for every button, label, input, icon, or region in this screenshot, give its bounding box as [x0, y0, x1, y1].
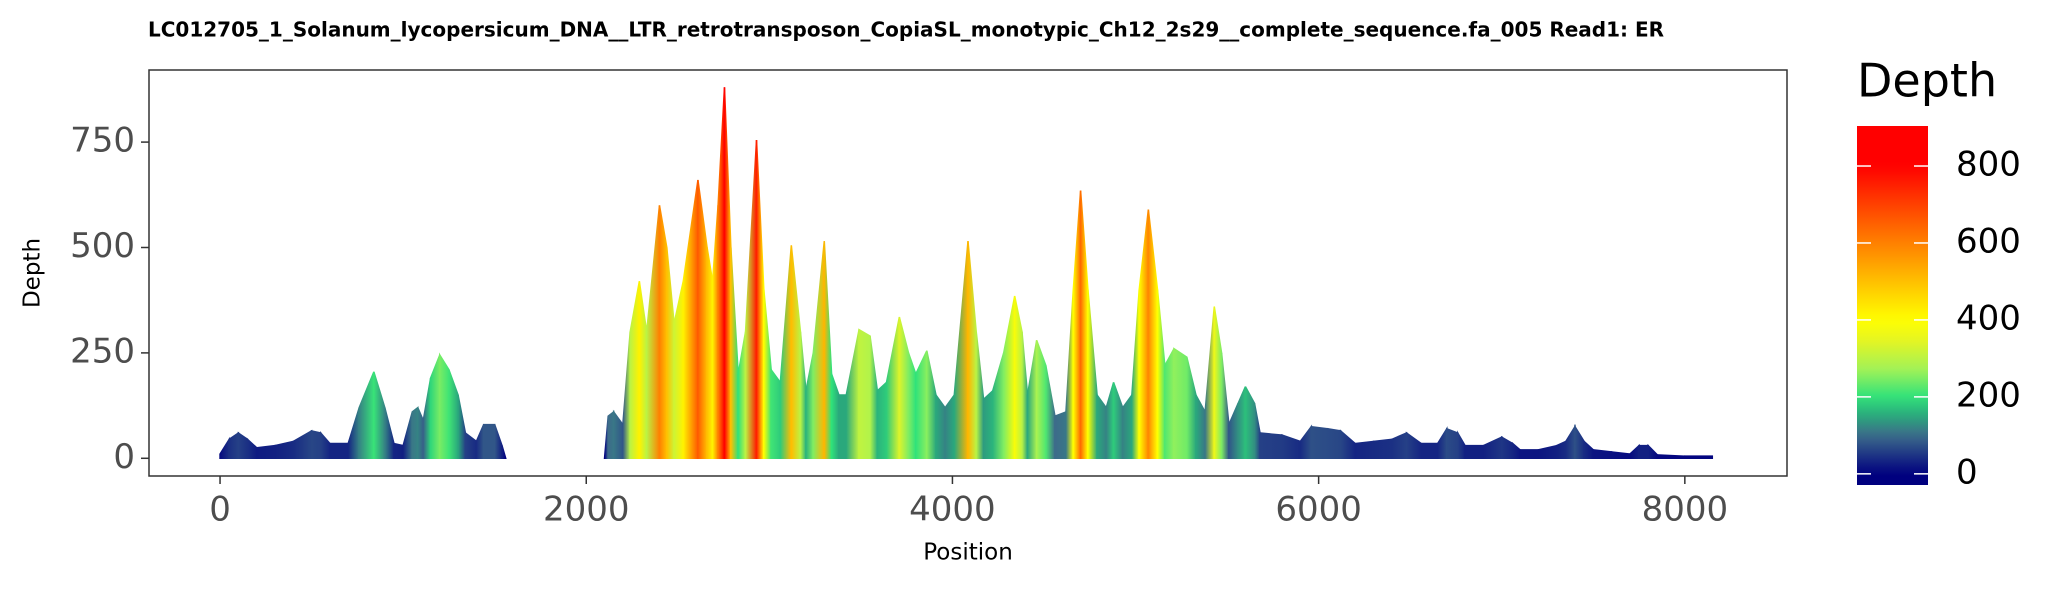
y-tick-label: 750 [70, 121, 135, 161]
chart-title: LC012705_1_Solanum_lycopersicum_DNA__LTR… [148, 18, 1664, 42]
y-tick-label: 500 [70, 226, 135, 266]
area-slice [838, 394, 847, 460]
area-slice [1446, 427, 1459, 460]
area-slice [1464, 444, 1485, 460]
legend-label: 600 [1956, 221, 2021, 261]
area-slice [858, 328, 871, 460]
area-slice [1164, 348, 1175, 460]
legend-label: 200 [1956, 375, 2021, 415]
area-slice [1656, 454, 1686, 460]
area-slice [1310, 425, 1329, 460]
legend-title: Depth [1857, 54, 1997, 108]
area-slice [1519, 449, 1540, 460]
area-slice [944, 392, 956, 460]
area-slice [1054, 410, 1067, 460]
area-slice [982, 389, 994, 460]
area-slice [482, 423, 496, 460]
x-tick-label: 6000 [1275, 490, 1362, 530]
area-slice [329, 442, 349, 460]
area-slice [935, 392, 946, 460]
area-slice [501, 445, 507, 460]
area-slice [1354, 440, 1375, 460]
area-slice [1420, 442, 1439, 460]
area-slice [439, 352, 450, 460]
area-slice [255, 444, 276, 460]
area-slice [658, 205, 668, 460]
area-slice [1096, 392, 1107, 460]
y-tick-label: 0 [113, 437, 135, 477]
panel-border [148, 69, 1788, 477]
y-tick-label: 250 [70, 331, 135, 371]
y-axis-label: Depth [20, 238, 46, 308]
area-slice [1684, 455, 1714, 460]
x-tick-label: 0 [209, 490, 231, 530]
area-slice [411, 406, 419, 460]
legend-label: 800 [1956, 145, 2021, 185]
area-slice [1592, 449, 1613, 460]
x-tick-label: 8000 [1642, 490, 1729, 530]
area-slice [1173, 347, 1188, 460]
area-slice [706, 247, 714, 460]
area-slice [607, 410, 615, 460]
area-slice [907, 352, 917, 460]
area-slice [1372, 438, 1393, 460]
area-slice [770, 367, 782, 460]
area-slice [1638, 444, 1649, 460]
area-slice [1327, 427, 1342, 460]
area-slice [1259, 432, 1283, 460]
area-slice [876, 380, 888, 460]
area-slice [1121, 392, 1133, 460]
colorbar [1857, 126, 1928, 485]
area-slice [310, 429, 322, 460]
legend-label: 400 [1956, 298, 2021, 338]
x-tick-label: 4000 [909, 490, 996, 530]
legend-label: 0 [1956, 452, 1978, 492]
area-slice [393, 442, 404, 460]
x-tick-label: 2000 [543, 490, 630, 530]
x-axis-label: Position [923, 540, 1013, 566]
